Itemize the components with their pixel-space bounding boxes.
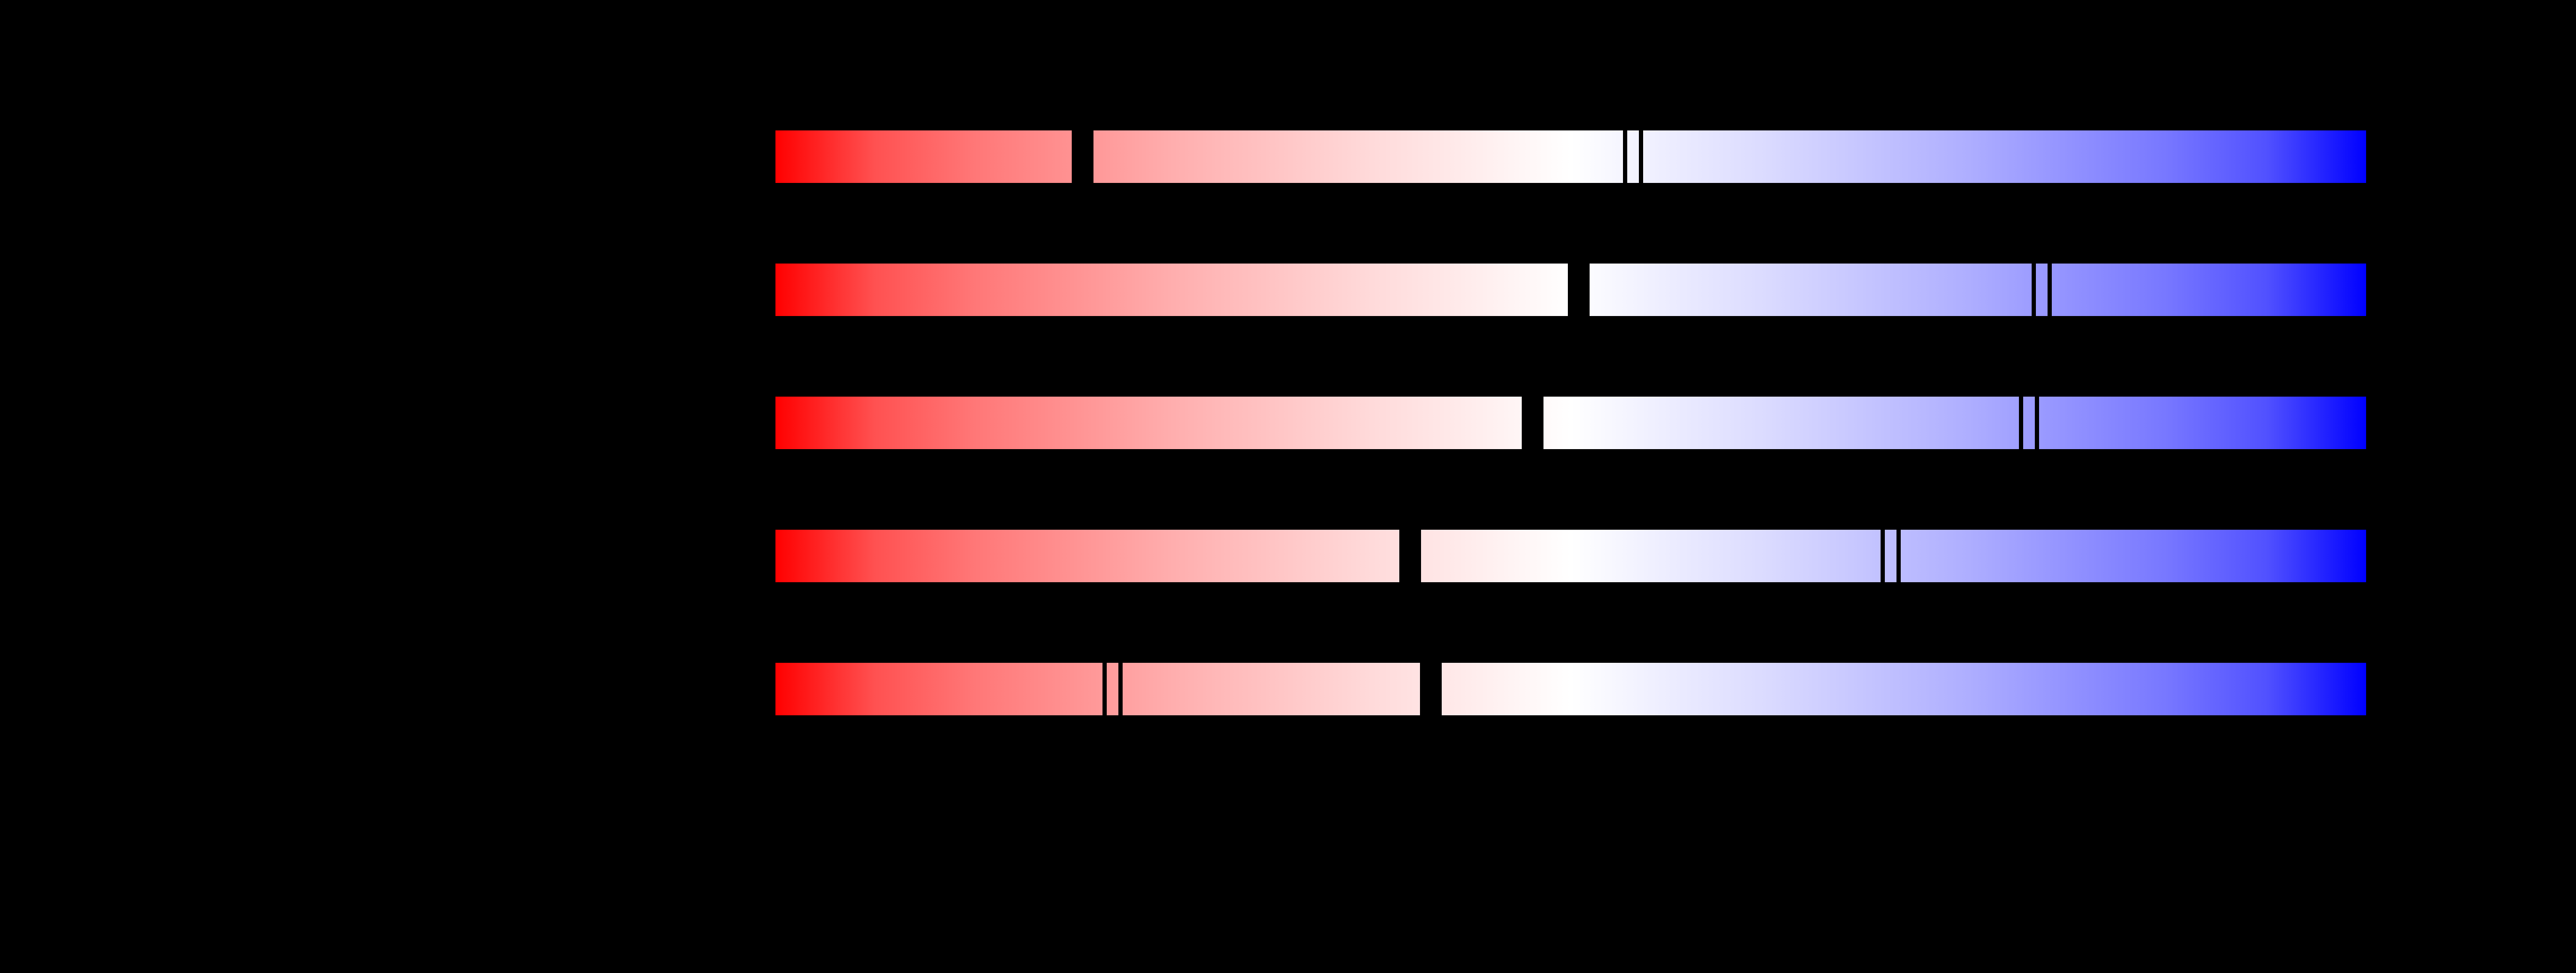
tick-line-marker — [1622, 130, 1627, 183]
gradient-bar-row-3 — [775, 397, 2366, 449]
tick-line-marker — [2047, 264, 2052, 316]
gradient-bar-row-5 — [775, 663, 2366, 715]
tick-line-marker — [1896, 530, 1901, 582]
gap-marker — [1568, 264, 1590, 316]
gradient-bar-row-4 — [775, 530, 2366, 582]
tick-line-marker — [1118, 663, 1123, 715]
tick-line-marker — [1638, 130, 1643, 183]
gap-marker — [1419, 663, 1442, 715]
gap-marker — [1521, 397, 1543, 449]
tick-line-marker — [2031, 264, 2036, 316]
gap-marker — [1399, 530, 1421, 582]
tick-line-marker — [2018, 397, 2023, 449]
gap-marker — [1071, 130, 1093, 183]
gradient-bar-row-2 — [775, 264, 2366, 316]
tick-line-marker — [1102, 663, 1107, 715]
tick-line-marker — [2034, 397, 2039, 449]
tick-line-marker — [1880, 530, 1885, 582]
gradient-bar-row-1 — [775, 130, 2366, 183]
